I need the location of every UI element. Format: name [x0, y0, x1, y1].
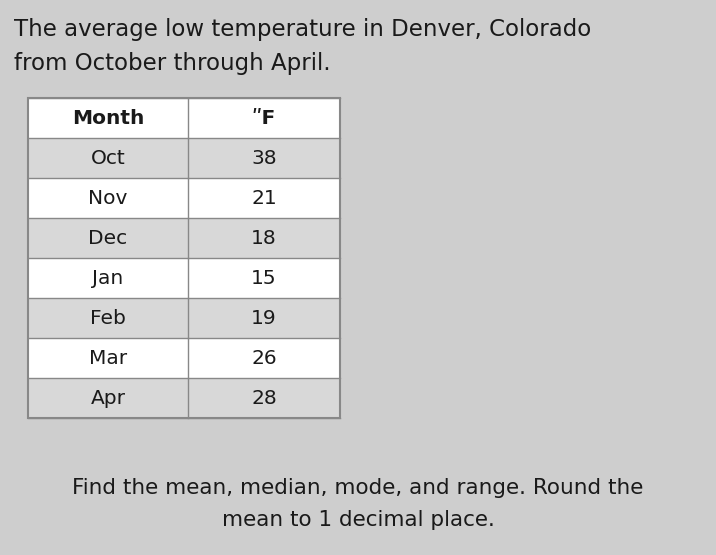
Text: mean to 1 decimal place.: mean to 1 decimal place. [221, 510, 495, 530]
Text: 26: 26 [251, 349, 277, 367]
Text: 28: 28 [251, 388, 277, 407]
Text: 15: 15 [251, 269, 277, 287]
Text: from October through April.: from October through April. [14, 52, 331, 75]
Bar [28, 338, 340, 378]
Bar [28, 298, 340, 338]
Text: Month: Month [72, 108, 144, 128]
Text: Dec: Dec [89, 229, 127, 248]
Text: Find the mean, median, mode, and range. Round the: Find the mean, median, mode, and range. … [72, 478, 644, 498]
Text: 38: 38 [251, 149, 277, 168]
Bar [28, 138, 340, 178]
Text: Oct: Oct [91, 149, 125, 168]
Text: Jan: Jan [92, 269, 124, 287]
Text: Mar: Mar [89, 349, 127, 367]
Text: 18: 18 [251, 229, 277, 248]
Bar [28, 98, 340, 138]
Bar [28, 378, 340, 418]
Bar [28, 258, 340, 298]
Bar [28, 178, 340, 218]
Bar [28, 218, 340, 258]
Text: The average low temperature in Denver, Colorado: The average low temperature in Denver, C… [14, 18, 591, 41]
Text: Nov: Nov [88, 189, 127, 208]
Text: Apr: Apr [90, 388, 125, 407]
Bar [28, 98, 340, 418]
Text: 19: 19 [251, 309, 277, 327]
Text: Feb: Feb [90, 309, 126, 327]
Text: ʺF: ʺF [252, 108, 276, 128]
Text: 21: 21 [251, 189, 277, 208]
